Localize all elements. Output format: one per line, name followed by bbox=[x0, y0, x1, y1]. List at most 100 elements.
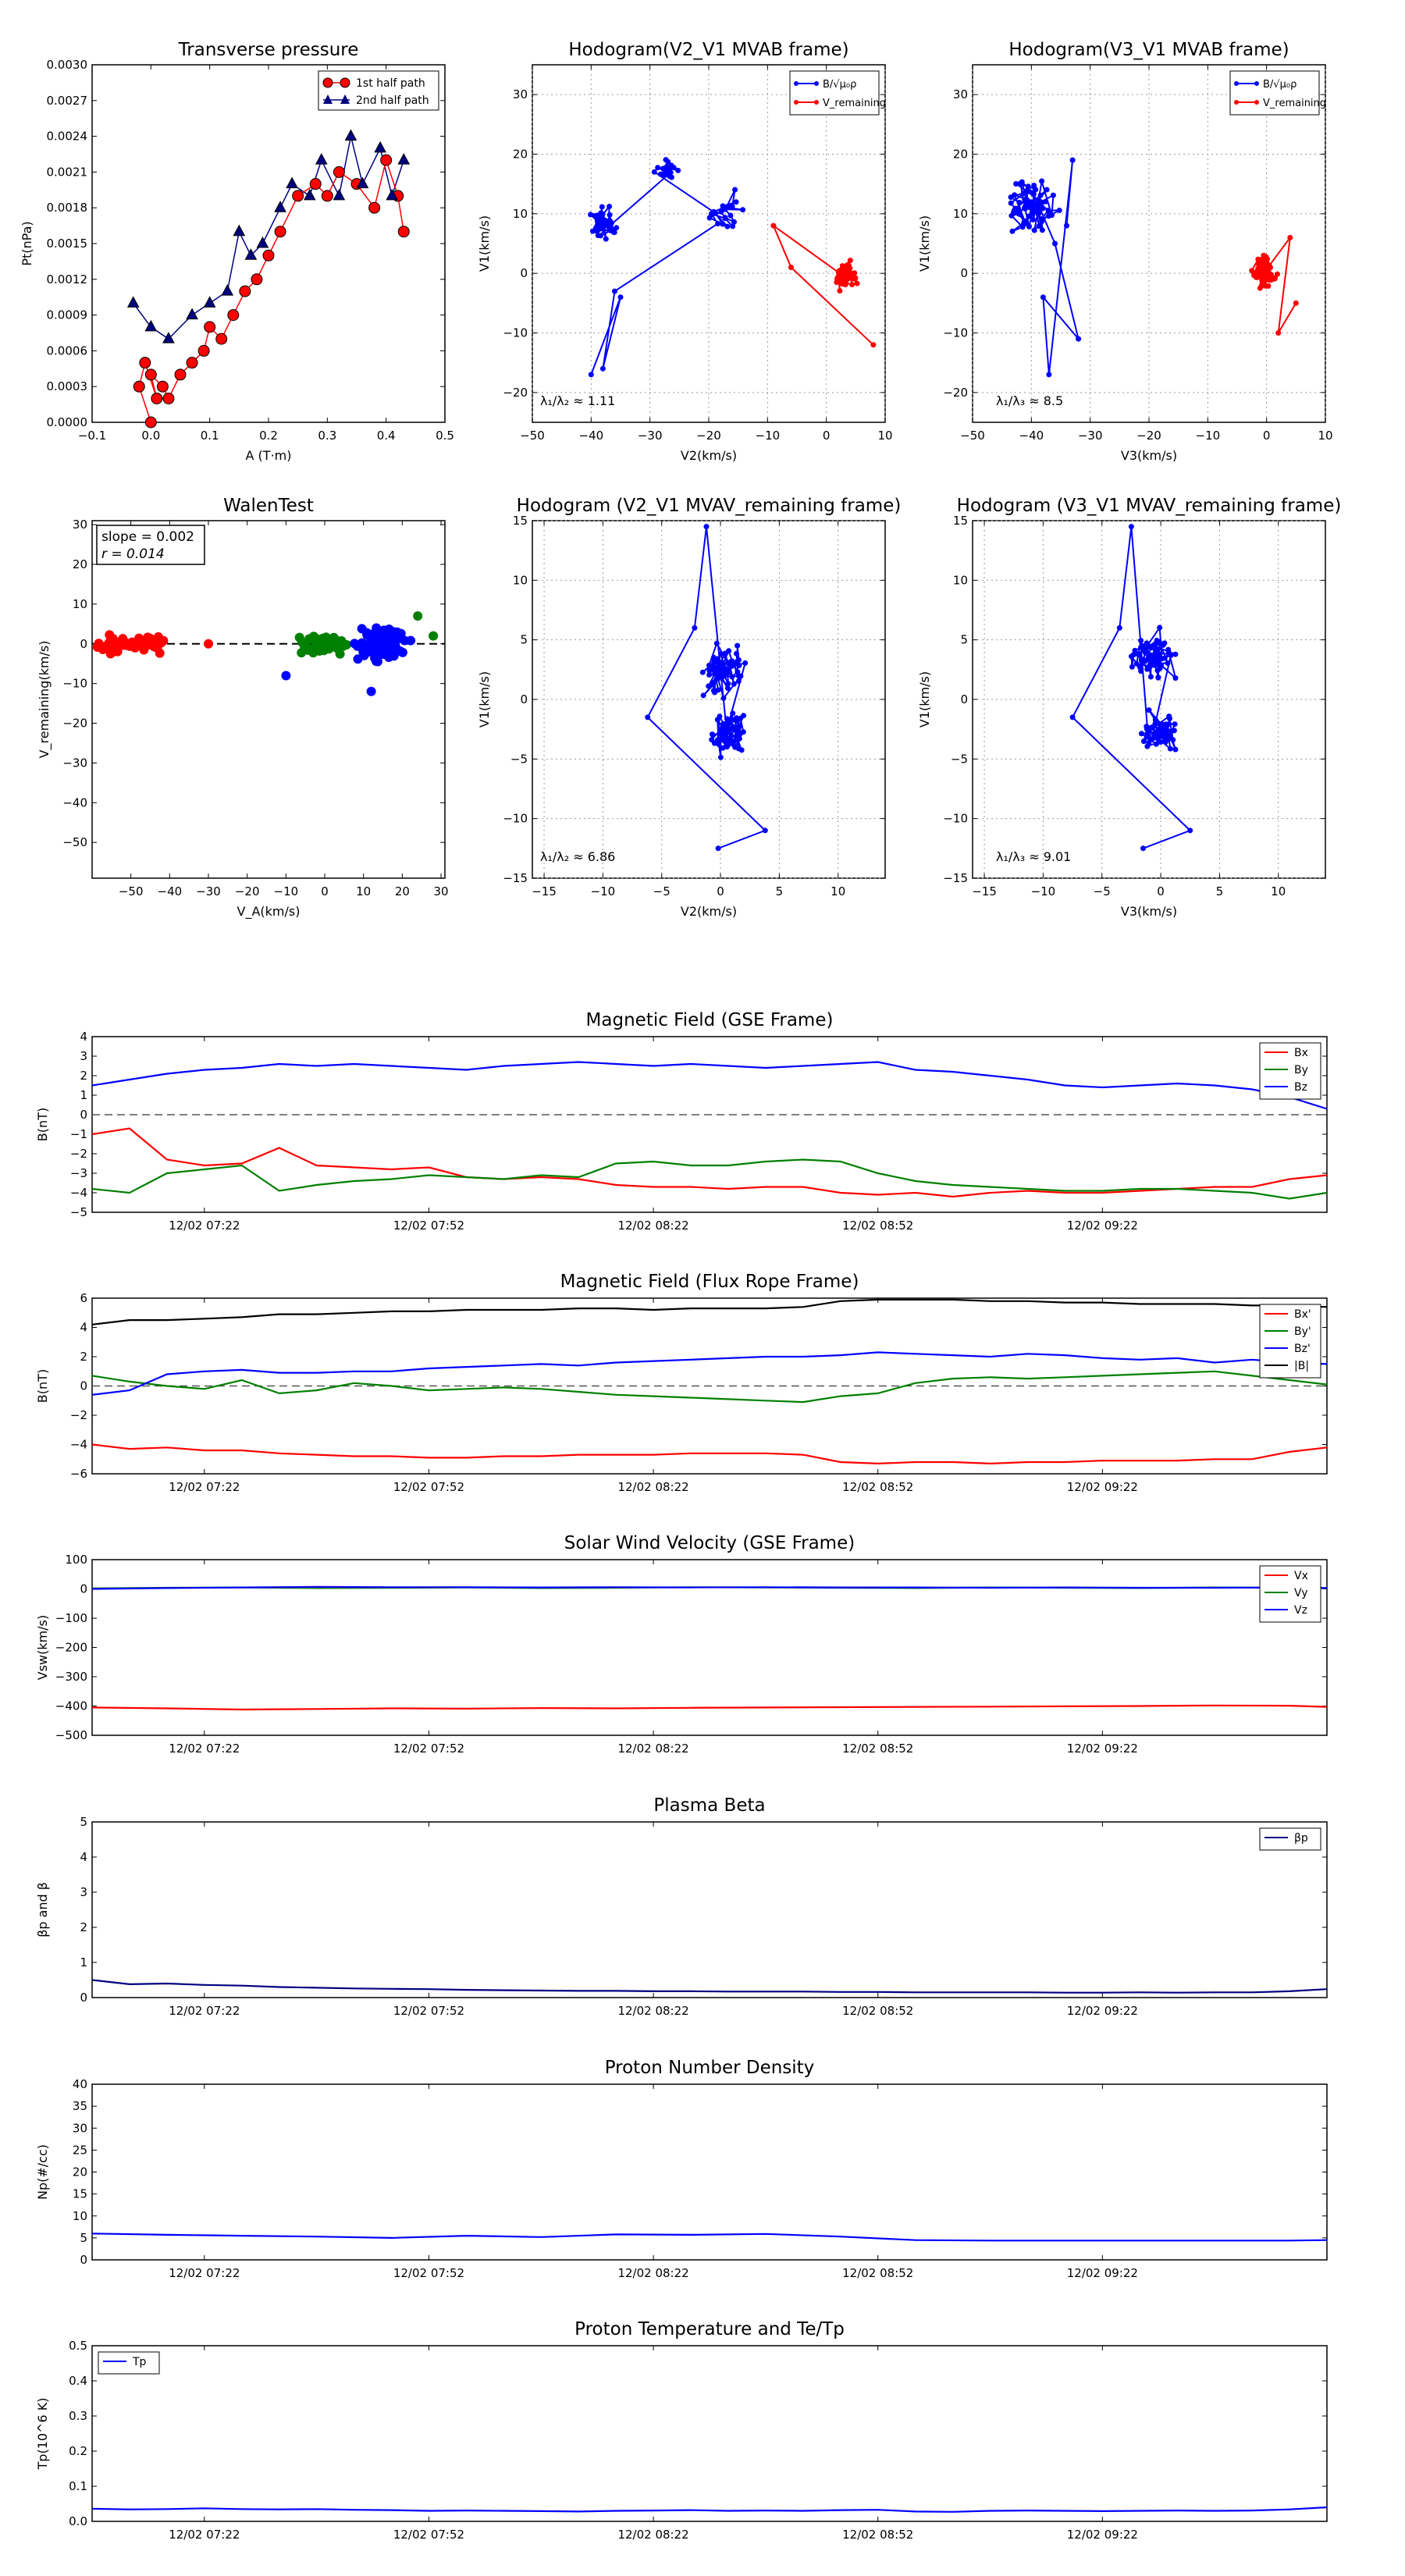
data-point-red bbox=[106, 632, 116, 642]
y-tick-label: −15 bbox=[503, 871, 528, 885]
data-point bbox=[734, 650, 739, 656]
y-tick-label: −20 bbox=[503, 386, 528, 400]
x-tick-label: 12/02 09:22 bbox=[1067, 2528, 1138, 2542]
data-point-b bbox=[602, 218, 608, 224]
data-point bbox=[1147, 660, 1154, 666]
y-tick-label: −10 bbox=[943, 812, 968, 826]
y-tick-label: 0.4 bbox=[69, 2374, 87, 2388]
data-point-vremaining bbox=[1275, 330, 1282, 336]
data-point-2nd-half bbox=[126, 296, 140, 308]
fit-stats-box bbox=[96, 525, 205, 565]
data-point bbox=[706, 662, 712, 668]
timeseries-panel-1: Magnetic Field (GSE Frame) B(nT) 12/02 07:… bbox=[35, 1010, 1328, 1233]
data-point bbox=[726, 648, 732, 654]
data-point bbox=[724, 660, 731, 666]
data-point bbox=[1140, 738, 1147, 745]
data-point-1st-half bbox=[333, 165, 345, 178]
y-axis-label: Vsw(km/s) bbox=[35, 1615, 50, 1680]
panel-title: WalenTest bbox=[223, 496, 314, 516]
y-axis-label: V1(km/s) bbox=[917, 671, 932, 728]
x-tick-label: −20 bbox=[1136, 429, 1161, 443]
y-tick-label: −200 bbox=[55, 1641, 87, 1655]
x-tick-label: 0.1 bbox=[201, 429, 219, 443]
data-point bbox=[645, 714, 651, 720]
data-point-blue bbox=[361, 628, 372, 638]
y-tick-label: 0.3 bbox=[69, 2409, 87, 2423]
data-point-2nd-half bbox=[233, 224, 246, 237]
data-point-1st-half bbox=[251, 273, 263, 286]
data-point bbox=[717, 713, 723, 720]
y-tick-label: 4 bbox=[80, 1321, 87, 1335]
legend-label: Bx' bbox=[1294, 1308, 1311, 1321]
data-point bbox=[1144, 666, 1151, 672]
x-tick-label: 12/02 09:22 bbox=[1067, 2004, 1138, 2018]
x-tick-label: 12/02 08:52 bbox=[842, 2266, 913, 2280]
data-point-1st-half bbox=[139, 357, 151, 369]
data-point-b bbox=[611, 229, 617, 236]
data-point-2nd-half bbox=[162, 332, 175, 343]
data-point bbox=[1170, 737, 1176, 743]
data-point bbox=[1158, 739, 1164, 745]
data-point bbox=[1162, 735, 1168, 742]
data-point bbox=[1138, 644, 1144, 650]
data-point bbox=[710, 731, 715, 738]
data-point-b bbox=[594, 225, 600, 231]
data-point-b bbox=[1050, 192, 1056, 198]
legend-marker bbox=[794, 81, 799, 86]
eigenvalue-ratio: λ₁/λ₃ ≈ 9.01 bbox=[996, 849, 1071, 864]
data-point-blue bbox=[366, 686, 376, 696]
data-point-red bbox=[140, 639, 151, 649]
data-point-b bbox=[1027, 199, 1033, 205]
data-point-b bbox=[1056, 208, 1062, 213]
data-point-b bbox=[612, 288, 617, 294]
data-point bbox=[1153, 741, 1159, 747]
x-tick-label: −30 bbox=[1078, 429, 1103, 443]
y-tick-label: −6 bbox=[70, 1467, 87, 1481]
legend: Bx' By' Bz' |B| bbox=[1259, 1304, 1321, 1379]
y-tick-label: 0 bbox=[80, 1582, 87, 1596]
data-point bbox=[1151, 731, 1158, 737]
series-line-vremaining bbox=[1250, 234, 1297, 334]
y-tick-label: 15 bbox=[73, 2187, 87, 2201]
panel-title: Hodogram (V3_V1 MVAV_remaining frame) bbox=[957, 496, 1342, 516]
data-point-b bbox=[1029, 210, 1035, 216]
data-point-2nd-half bbox=[303, 188, 316, 201]
y-axis-label: B(nT) bbox=[35, 1369, 50, 1403]
data-point-2nd-half bbox=[144, 319, 158, 332]
data-point bbox=[715, 845, 721, 852]
data-point bbox=[1129, 664, 1135, 670]
data-point-b bbox=[617, 294, 624, 301]
x-tick-label: 12/02 07:52 bbox=[393, 2004, 464, 2018]
panel-title: Hodogram(V2_V1 MVAB frame) bbox=[568, 40, 848, 60]
legend: B/√μ₀ρ V_remaining bbox=[789, 70, 886, 116]
legend: 1st half path 2nd half path bbox=[318, 70, 439, 111]
data-point-b bbox=[1036, 201, 1042, 207]
y-axis-label: Np(#/cc) bbox=[35, 2144, 50, 2200]
data-point bbox=[742, 660, 749, 666]
axes-frame bbox=[91, 64, 446, 423]
data-point-vremaining bbox=[852, 275, 859, 281]
y-tick-label: −40 bbox=[62, 795, 87, 809]
x-tick-label: 12/02 07:52 bbox=[393, 1742, 464, 1756]
y-axis-label: V1(km/s) bbox=[477, 671, 492, 728]
y-axis-label: βp and β bbox=[35, 1882, 50, 1937]
panel-6: Hodogram (V3_V1 MVAV_remaining frame) V3(… bbox=[917, 496, 1341, 919]
data-point-b bbox=[1025, 183, 1031, 190]
y-tick-label: 15 bbox=[953, 514, 968, 528]
data-point bbox=[1136, 651, 1142, 657]
series-line-0 bbox=[91, 1443, 1328, 1465]
data-point bbox=[1164, 723, 1170, 729]
y-tick-label: 6 bbox=[80, 1291, 87, 1305]
y-tick-label: 0.0030 bbox=[47, 58, 88, 72]
legend-marker bbox=[794, 100, 799, 105]
data-point-b bbox=[663, 157, 669, 163]
data-point-b bbox=[588, 372, 594, 378]
data-point bbox=[1168, 729, 1173, 735]
x-tick-label: −15 bbox=[972, 884, 997, 898]
data-point bbox=[1150, 735, 1156, 742]
y-tick-label: 10 bbox=[513, 207, 528, 221]
y-tick-label: 0.1 bbox=[69, 2479, 87, 2493]
data-point-b bbox=[1037, 192, 1044, 198]
legend-frame bbox=[1229, 70, 1320, 116]
